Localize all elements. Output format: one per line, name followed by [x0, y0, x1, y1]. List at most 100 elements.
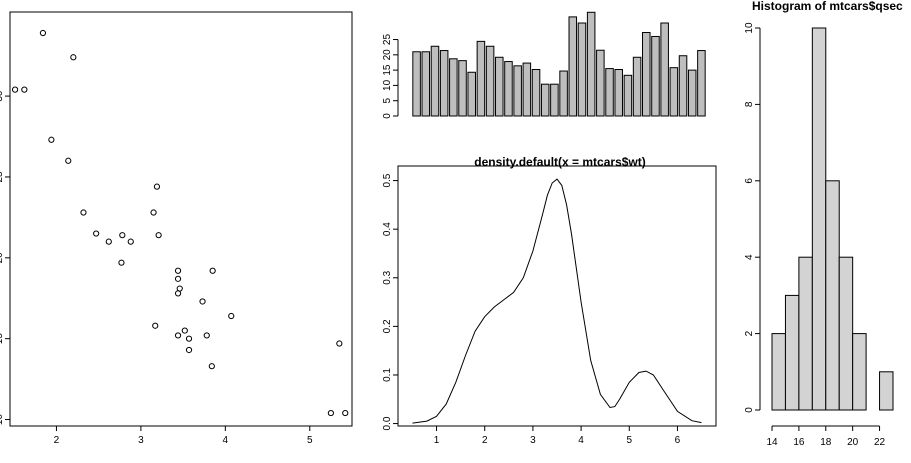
bar — [467, 71, 476, 117]
bar — [449, 58, 458, 117]
bar-y-tick-label: 10 — [382, 79, 393, 91]
density-x-tick-label: 1 — [434, 435, 440, 446]
density-y-tick-label: 0.3 — [382, 270, 393, 284]
histogram-y-tick-label: 4 — [744, 254, 755, 260]
bar — [458, 60, 467, 117]
bar — [495, 56, 504, 117]
bar — [430, 45, 440, 117]
histogram-y-tick-label: 2 — [744, 330, 755, 336]
density-title: density.default(x = mtcars$wt) — [474, 155, 646, 169]
scatter-point — [176, 285, 183, 292]
scatter-x-tick-label: 5 — [307, 435, 313, 446]
scatter-point — [342, 409, 349, 417]
bar — [651, 35, 660, 117]
density-x-tick-label: 2 — [482, 435, 488, 446]
scatter-x-tick-label: 2 — [54, 435, 60, 446]
bar — [550, 83, 559, 117]
bar — [623, 74, 633, 117]
bar — [559, 70, 568, 117]
bar — [697, 50, 706, 117]
scatter-y-tick-label: 20 — [0, 252, 5, 264]
scatter-y-tick-label: 30 — [0, 90, 5, 102]
histogram-bar — [784, 294, 800, 411]
scatter-point — [21, 86, 28, 93]
bar — [485, 45, 495, 117]
histogram-x-tick-label: 18 — [820, 437, 832, 448]
bar — [642, 31, 651, 117]
histogram-bar — [811, 27, 827, 411]
bar — [586, 11, 596, 117]
density-plot-frame — [397, 165, 717, 427]
histogram-bar — [852, 333, 867, 411]
density-y-tick-label: 0.4 — [382, 222, 393, 236]
scatter-point — [150, 209, 157, 216]
density-x-tick-label: 4 — [578, 435, 584, 446]
scatter-point — [39, 29, 47, 37]
scatter-y-tick-label: 15 — [0, 333, 5, 345]
scatter-point — [153, 183, 161, 190]
histogram-x-tick-label: 14 — [766, 437, 778, 448]
scatter-point — [11, 86, 19, 93]
histogram-x-tick-label: 16 — [793, 437, 805, 448]
scatter-point — [174, 332, 182, 339]
scatter-plot: 2 3 4 5 10 15 20 25 30 — [0, 11, 353, 446]
histogram-y-tick-label: 0 — [744, 407, 755, 413]
scatter-point — [152, 322, 159, 329]
density-x-tick-label: 3 — [530, 435, 536, 446]
scatter-point — [208, 363, 215, 370]
bar — [669, 67, 679, 117]
scatter-point — [203, 332, 210, 339]
bar — [660, 22, 669, 117]
scatter-point — [174, 267, 182, 274]
density-line — [412, 178, 702, 424]
scatter-y-tick-label: 10 — [0, 414, 5, 426]
histogram-x-tick-label: 22 — [874, 437, 886, 448]
bar — [476, 40, 486, 117]
bar — [614, 69, 623, 117]
density-y-tick-label: 0.5 — [382, 173, 393, 187]
scatter-point — [65, 157, 72, 164]
histogram-y-tick-label: 10 — [744, 22, 755, 34]
bar-y-tick-label: 25 — [382, 34, 393, 46]
density-x-tick-label: 5 — [626, 435, 632, 446]
scatter-point — [105, 238, 112, 245]
scatter-x-tick-label: 4 — [223, 435, 229, 446]
histogram-bar — [825, 180, 840, 411]
bar — [678, 55, 688, 117]
histogram-bar — [771, 333, 786, 411]
scatter-point — [185, 346, 193, 354]
scatter-point — [174, 275, 182, 282]
histogram-x-tick-label: 20 — [847, 437, 859, 448]
bar — [577, 22, 587, 117]
bar-y-tick-label: 5 — [382, 97, 393, 103]
bar — [687, 69, 697, 117]
scatter-point — [127, 238, 134, 245]
bar — [513, 65, 522, 117]
scatter-point — [155, 232, 162, 239]
bar — [531, 69, 541, 117]
histogram-y-tick-label: 8 — [744, 101, 755, 107]
bar — [596, 49, 605, 117]
scatter-point — [118, 259, 125, 266]
scatter-point — [80, 209, 87, 216]
scatter-point — [228, 312, 235, 320]
density-x-tick-label: 6 — [675, 435, 681, 446]
histogram-y-tick-label: 6 — [744, 178, 755, 184]
scatter-x-tick-label: 3 — [138, 435, 144, 446]
bar — [632, 56, 642, 117]
histogram-bar — [879, 371, 894, 411]
scatter-point — [209, 267, 216, 274]
bar — [605, 68, 614, 117]
histogram-title: Histogram of mtcars$qsec — [752, 0, 903, 13]
bar-y-tick-label: 20 — [382, 49, 393, 61]
bar-y-tick-label: 15 — [382, 64, 393, 76]
scatter-point — [70, 54, 77, 61]
bar — [540, 83, 550, 117]
bar — [568, 16, 578, 117]
scatter-point — [181, 327, 188, 334]
scatter-point — [93, 230, 100, 237]
histogram-bar — [798, 256, 813, 411]
scatter-point — [336, 340, 343, 347]
bar — [522, 62, 532, 117]
